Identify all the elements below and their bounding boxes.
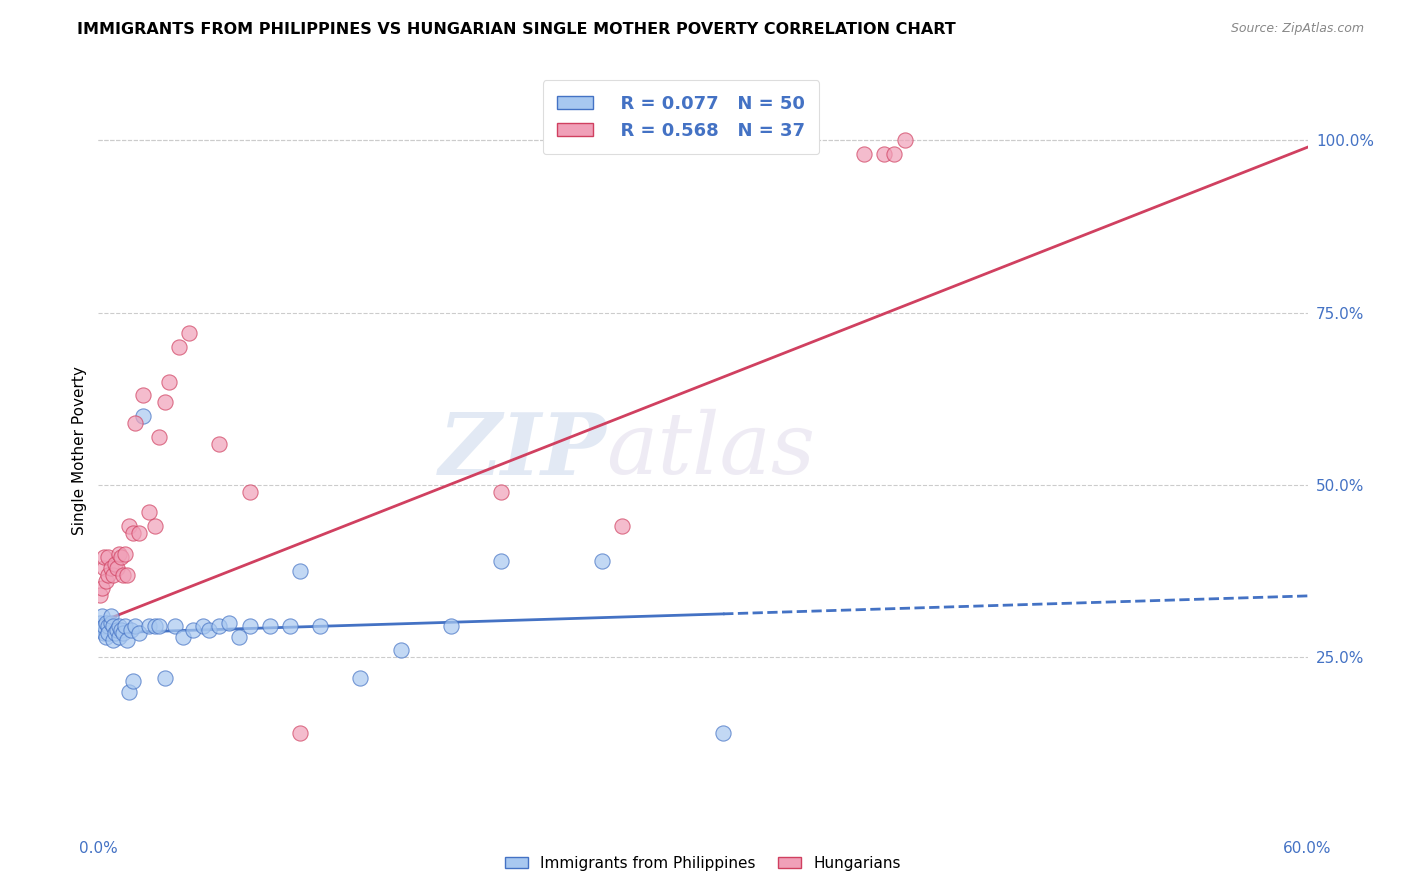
Point xyxy=(97,626,120,640)
Text: IMMIGRANTS FROM PHILIPPINES VS HUNGARIAN SINGLE MOTHER POVERTY CORRELATION CHART: IMMIGRANTS FROM PHILIPPINES VS HUNGARIAN… xyxy=(77,22,956,37)
Point xyxy=(128,626,150,640)
Point xyxy=(157,375,180,389)
Point xyxy=(105,623,128,637)
Point xyxy=(89,615,111,630)
Point xyxy=(389,643,412,657)
Point xyxy=(103,557,125,572)
Point xyxy=(118,519,141,533)
Text: ZIP: ZIP xyxy=(439,409,606,492)
Point xyxy=(121,674,143,689)
Point xyxy=(121,526,143,541)
Point xyxy=(93,560,115,574)
Point xyxy=(153,395,176,409)
Point xyxy=(100,560,122,574)
Point xyxy=(93,626,115,640)
Point xyxy=(107,547,129,561)
Point xyxy=(101,633,124,648)
Point xyxy=(93,550,115,565)
Point xyxy=(91,582,114,596)
Point xyxy=(132,388,155,402)
Legend: Immigrants from Philippines, Hungarians: Immigrants from Philippines, Hungarians xyxy=(499,850,907,877)
Point xyxy=(97,567,120,582)
Point xyxy=(96,574,118,589)
Point xyxy=(115,567,138,582)
Point xyxy=(124,619,146,633)
Point xyxy=(93,619,115,633)
Point xyxy=(491,484,513,499)
Point xyxy=(239,484,262,499)
Point xyxy=(893,133,915,147)
Point xyxy=(309,619,332,633)
Point xyxy=(105,560,128,574)
Point xyxy=(103,626,125,640)
Point xyxy=(153,671,176,685)
Point xyxy=(193,619,215,633)
Point xyxy=(612,519,634,533)
Point xyxy=(167,340,190,354)
Point xyxy=(288,564,311,578)
Point xyxy=(97,550,120,565)
Point xyxy=(100,608,122,623)
Point xyxy=(218,615,240,630)
Point xyxy=(239,619,262,633)
Point xyxy=(111,626,134,640)
Point xyxy=(143,519,166,533)
Point xyxy=(711,726,734,740)
Point xyxy=(138,619,160,633)
Point xyxy=(101,567,124,582)
Point xyxy=(114,547,136,561)
Point xyxy=(124,416,146,430)
Point xyxy=(111,567,134,582)
Point xyxy=(228,630,250,644)
Point xyxy=(101,619,124,633)
Point xyxy=(110,550,132,565)
Text: Source: ZipAtlas.com: Source: ZipAtlas.com xyxy=(1230,22,1364,36)
Point xyxy=(96,615,118,630)
Point xyxy=(278,619,301,633)
Point xyxy=(491,554,513,568)
Point xyxy=(138,506,160,520)
Point xyxy=(883,147,905,161)
Point xyxy=(107,630,129,644)
Point xyxy=(128,526,150,541)
Point xyxy=(179,326,201,341)
Point xyxy=(163,619,186,633)
Point xyxy=(208,436,231,450)
Point xyxy=(100,615,122,630)
Point xyxy=(91,608,114,623)
Point xyxy=(89,588,111,602)
Point xyxy=(91,623,114,637)
Y-axis label: Single Mother Poverty: Single Mother Poverty xyxy=(72,366,87,535)
Point xyxy=(172,630,194,644)
Point xyxy=(120,623,142,637)
Point xyxy=(110,623,132,637)
Text: atlas: atlas xyxy=(606,409,815,491)
Point xyxy=(259,619,281,633)
Legend:   R = 0.077   N = 50,   R = 0.568   N = 37: R = 0.077 N = 50, R = 0.568 N = 37 xyxy=(543,80,820,154)
Point xyxy=(181,623,204,637)
Point xyxy=(132,409,155,423)
Point xyxy=(853,147,876,161)
Point xyxy=(115,633,138,648)
Point xyxy=(349,671,371,685)
Point xyxy=(873,147,896,161)
Point xyxy=(96,630,118,644)
Point xyxy=(440,619,463,633)
Point xyxy=(97,619,120,633)
Point xyxy=(148,619,170,633)
Point xyxy=(114,619,136,633)
Point xyxy=(198,623,221,637)
Point xyxy=(288,726,311,740)
Point xyxy=(148,430,170,444)
Point xyxy=(118,684,141,698)
Point xyxy=(107,619,129,633)
Point xyxy=(143,619,166,633)
Point xyxy=(591,554,613,568)
Point xyxy=(208,619,231,633)
